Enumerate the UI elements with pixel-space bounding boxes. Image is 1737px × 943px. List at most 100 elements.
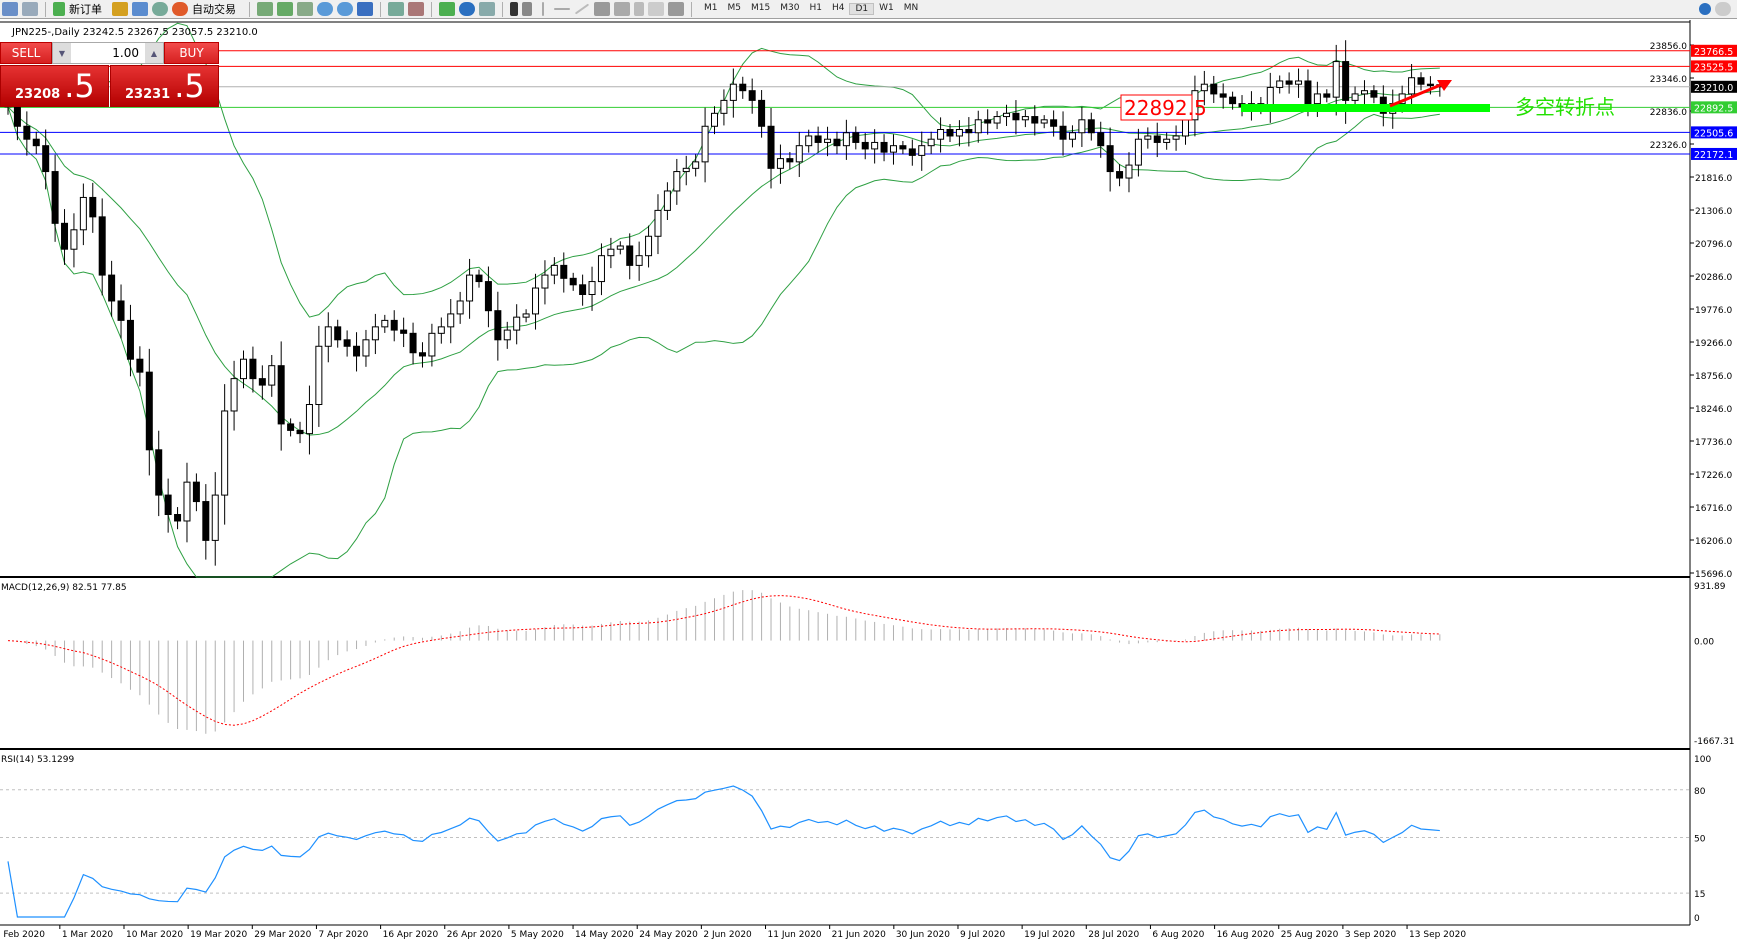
trendline-icon[interactable]	[574, 3, 590, 15]
rsi-tick-label: 15	[1694, 890, 1705, 900]
fibonacci-icon[interactable]	[614, 2, 630, 16]
candle	[305, 404, 313, 435]
vertical-line-icon[interactable]	[542, 2, 544, 16]
price-level-badge	[1691, 147, 1737, 160]
period-m1[interactable]: M1	[704, 3, 718, 13]
line-chart-icon[interactable]	[297, 2, 313, 16]
price-tick-label: 19266.0	[1695, 339, 1732, 349]
horizontal-line-icon[interactable]	[554, 8, 570, 10]
macd-tick-label: 931.89	[1694, 582, 1726, 592]
zoom-out-icon[interactable]	[337, 2, 353, 16]
candle	[164, 494, 172, 516]
candle	[814, 135, 822, 143]
candle	[484, 281, 492, 312]
candle	[833, 138, 841, 147]
price-level-label: 23525.5	[1694, 62, 1733, 73]
tester-icon[interactable]	[112, 2, 128, 16]
time-tick-label: 25 Aug 2020	[1281, 930, 1339, 940]
channel-icon[interactable]	[594, 2, 610, 16]
buy-price[interactable]: 23231 .5	[110, 65, 219, 107]
buy-price-main: 23231	[125, 87, 171, 102]
candle	[729, 83, 737, 101]
time-tick-label: 29 Mar 2020	[254, 930, 311, 940]
candle	[183, 481, 191, 522]
bb-middle	[7, 90, 1440, 436]
chat-icon[interactable]	[1715, 2, 1731, 16]
candle	[937, 129, 945, 140]
candle	[79, 196, 87, 231]
period-m15[interactable]: M15	[751, 3, 771, 13]
sell-price[interactable]: 23208 .5	[0, 65, 109, 107]
cursor-icon[interactable]	[510, 2, 518, 16]
new-order-icon[interactable]	[53, 2, 65, 16]
crosshair-icon[interactable]	[522, 2, 532, 16]
candle	[315, 345, 323, 406]
candle	[739, 83, 747, 92]
candle	[522, 313, 530, 318]
auto-trading-icon[interactable]	[172, 2, 188, 16]
templates-icon[interactable]	[479, 2, 495, 16]
search-icon[interactable]	[1699, 3, 1711, 15]
autoscroll-icon[interactable]	[388, 2, 404, 16]
arrows-icon[interactable]	[668, 2, 684, 16]
signal-icon[interactable]	[152, 2, 168, 16]
candlestick-icon[interactable]	[277, 2, 293, 16]
period-m30[interactable]: M30	[780, 3, 800, 13]
lot-increase-button[interactable]: ▲	[145, 43, 163, 63]
price-tick-label: 21816.0	[1695, 174, 1732, 184]
candle	[701, 125, 709, 163]
period-w1[interactable]: W1	[879, 3, 894, 13]
candle	[1426, 83, 1434, 87]
price-tick-label: 17736.0	[1695, 438, 1732, 448]
candle	[748, 90, 756, 101]
candle	[663, 190, 671, 211]
candle	[230, 378, 238, 412]
lot-size-stepper[interactable]: ▼ 1.00 ▲	[52, 42, 164, 64]
buy-button[interactable]: BUY	[164, 42, 219, 64]
price-level-badge	[1691, 101, 1737, 114]
lot-size-input[interactable]: 1.00	[112, 46, 139, 60]
candle	[645, 235, 653, 257]
candle	[98, 216, 106, 276]
zoom-window-icon[interactable]	[22, 2, 38, 16]
time-tick-label: 16 Aug 2020	[1217, 930, 1275, 940]
period-d1[interactable]: D1	[849, 3, 875, 15]
candle	[494, 310, 502, 341]
period-m5[interactable]: M5	[727, 3, 742, 13]
auto-trading-button[interactable]: 自动交易	[192, 3, 236, 16]
time-tick-label: 26 Apr 2020	[447, 930, 503, 940]
candle	[400, 329, 408, 334]
price-level-label: 23766.5	[1694, 47, 1733, 58]
candle	[277, 365, 285, 425]
periods-clock-icon[interactable]	[459, 2, 475, 16]
sell-button[interactable]: SELL	[0, 42, 52, 64]
bar-chart-icon[interactable]	[257, 2, 273, 16]
candle	[842, 132, 850, 147]
chart-list-icon[interactable]	[2, 2, 18, 16]
one-click-trading-panel: SELL ▼ 1.00 ▲ BUY 23208 .5 23231 .5	[0, 42, 219, 107]
price-tick-label: 19776.0	[1695, 306, 1732, 316]
period-h1[interactable]: H1	[809, 3, 822, 13]
period-mn[interactable]: MN	[903, 3, 919, 13]
tile-windows-icon[interactable]	[357, 2, 373, 16]
candle	[32, 138, 40, 147]
candle	[1295, 80, 1303, 85]
indicators-icon[interactable]	[439, 2, 455, 16]
candle	[946, 129, 954, 137]
text-label-icon[interactable]	[648, 2, 664, 16]
zoom-in-icon[interactable]	[317, 2, 333, 16]
new-order-button[interactable]: 新订单	[69, 3, 102, 16]
period-h4[interactable]: H4	[831, 3, 845, 13]
candle	[23, 125, 31, 140]
candle	[1097, 132, 1105, 147]
terminal-icon[interactable]	[132, 2, 148, 16]
candle	[1116, 171, 1124, 179]
candle	[974, 119, 982, 134]
candle	[418, 352, 426, 357]
candle	[1172, 135, 1180, 140]
candle	[61, 222, 69, 250]
lot-decrease-button[interactable]: ▼	[53, 43, 71, 63]
chart-shift-icon[interactable]	[408, 2, 424, 16]
text-tool-icon[interactable]	[634, 2, 644, 16]
